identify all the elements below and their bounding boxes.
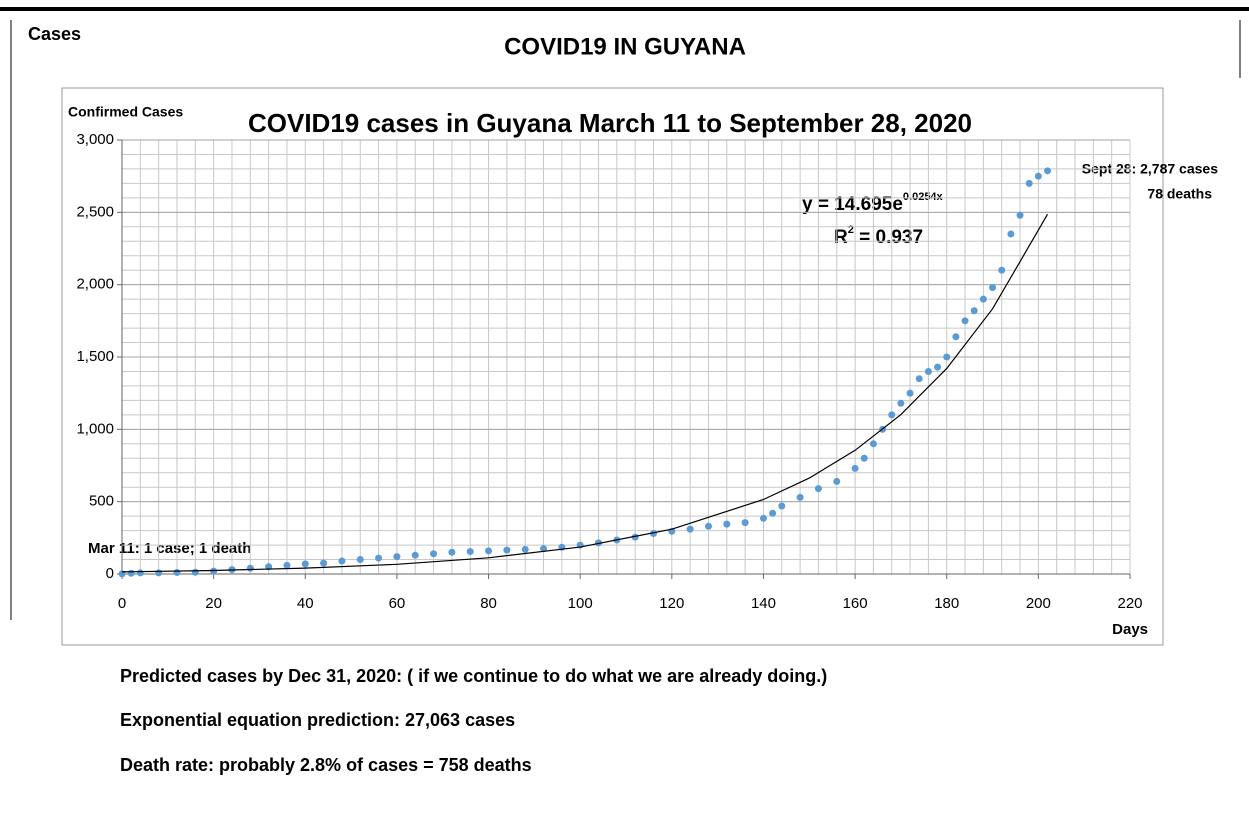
data-point xyxy=(796,493,804,501)
data-point xyxy=(897,399,905,407)
x-tick-label: 20 xyxy=(205,595,222,612)
data-point xyxy=(191,568,199,576)
plot: 0 500 1,000 1,500 2,000 2,500 3,000 0 20 40 60 80 10… xyxy=(76,131,1142,612)
data-point xyxy=(173,569,181,577)
data-point xyxy=(1034,172,1042,180)
data-point xyxy=(631,533,639,541)
data-point xyxy=(1044,167,1052,175)
data-point xyxy=(970,307,978,315)
data-point xyxy=(915,375,923,383)
data-point xyxy=(485,547,493,555)
data-point xyxy=(998,266,1006,274)
data-point xyxy=(430,550,438,558)
data-point xyxy=(338,557,346,565)
y-tick-label: 500 xyxy=(89,493,114,510)
footer-line: Death rate: probably 2.8% of cases = 758… xyxy=(120,755,532,775)
x-tick-label: 40 xyxy=(297,595,314,612)
x-tick-label: 180 xyxy=(934,595,959,612)
footer-line: Predicted cases by Dec 31, 2020: ( if we… xyxy=(120,666,827,686)
annotation: 78 deaths xyxy=(1147,186,1212,202)
data-point xyxy=(210,567,218,575)
data-point xyxy=(136,569,144,577)
data-point xyxy=(869,440,877,448)
y-tick-label: 2,500 xyxy=(76,203,114,220)
annotation: Mar 11: 1 case; 1 death xyxy=(88,540,251,557)
data-point xyxy=(540,545,548,553)
data-point xyxy=(283,561,291,569)
x-tick-label: 120 xyxy=(659,595,684,612)
data-point xyxy=(860,454,868,462)
x-tick-label: 220 xyxy=(1117,595,1142,612)
data-point xyxy=(411,551,419,559)
data-point xyxy=(393,553,401,561)
equation-base: y = 14.695e xyxy=(802,194,903,215)
data-point xyxy=(989,284,997,292)
y-tick-label: 2,000 xyxy=(76,276,114,293)
data-point xyxy=(723,520,731,528)
annotation: Sept 28: 2,787 cases xyxy=(1082,161,1218,177)
data-point xyxy=(979,295,987,303)
r-sup: 2 xyxy=(848,224,854,236)
data-point xyxy=(448,548,456,556)
data-point xyxy=(952,333,960,341)
data-point xyxy=(503,546,511,554)
data-point xyxy=(466,548,474,556)
trend-line xyxy=(121,214,1049,573)
chart-title: COVID19 cases in Guyana March 11 to Sept… xyxy=(248,108,972,138)
data-point xyxy=(934,363,942,371)
data-point xyxy=(1007,230,1015,238)
data-point xyxy=(741,519,749,527)
equation-exponent: 0.0254x xyxy=(903,191,944,203)
data-point xyxy=(686,525,694,533)
x-tick-label: 100 xyxy=(568,595,593,612)
data-point xyxy=(769,509,777,517)
page-title: COVID19 IN GUYANA xyxy=(504,33,746,60)
data-point xyxy=(375,554,383,562)
data-point xyxy=(246,564,254,572)
y-axis-label: Confirmed Cases xyxy=(68,104,183,120)
chart-frame xyxy=(61,87,1164,646)
data-point xyxy=(851,464,859,472)
data-point xyxy=(906,389,914,397)
data-point xyxy=(888,411,896,419)
data-point xyxy=(704,522,712,530)
x-axis-label: Days xyxy=(1112,621,1148,638)
data-point xyxy=(301,560,309,568)
data-point xyxy=(778,502,786,510)
x-tick-label: 0 xyxy=(118,595,126,612)
data-point xyxy=(1016,211,1024,219)
data-point xyxy=(924,367,932,375)
data-point xyxy=(814,485,822,493)
y-tick-label: 0 xyxy=(106,565,114,582)
r-squared: R2 = 0.937 xyxy=(834,224,923,248)
page-label: Cases xyxy=(28,24,81,44)
data-point xyxy=(649,529,657,537)
y-tick-label: 1,500 xyxy=(76,348,114,365)
r-label: R xyxy=(834,227,848,248)
data-point xyxy=(759,514,767,522)
r-value: = 0.937 xyxy=(854,227,923,248)
equation: y = 14.695e0.0254x xyxy=(802,191,944,215)
data-point xyxy=(356,556,364,564)
data-point xyxy=(127,569,135,577)
data-point xyxy=(320,559,328,567)
x-tick-label: 60 xyxy=(389,595,406,612)
x-tick-label: 80 xyxy=(480,595,497,612)
data-point xyxy=(155,569,163,577)
data-point xyxy=(1025,179,1033,187)
data-point xyxy=(521,545,529,553)
y-tick-label: 1,000 xyxy=(76,420,114,437)
data-point xyxy=(943,353,951,361)
footer-line: Exponential equation prediction: 27,063 … xyxy=(120,710,515,730)
data-point xyxy=(833,477,841,485)
y-tick-label: 3,000 xyxy=(76,131,114,148)
data-point xyxy=(961,317,969,325)
x-tick-label: 200 xyxy=(1026,595,1051,612)
x-tick-label: 160 xyxy=(843,595,868,612)
x-tick-label: 140 xyxy=(751,595,776,612)
